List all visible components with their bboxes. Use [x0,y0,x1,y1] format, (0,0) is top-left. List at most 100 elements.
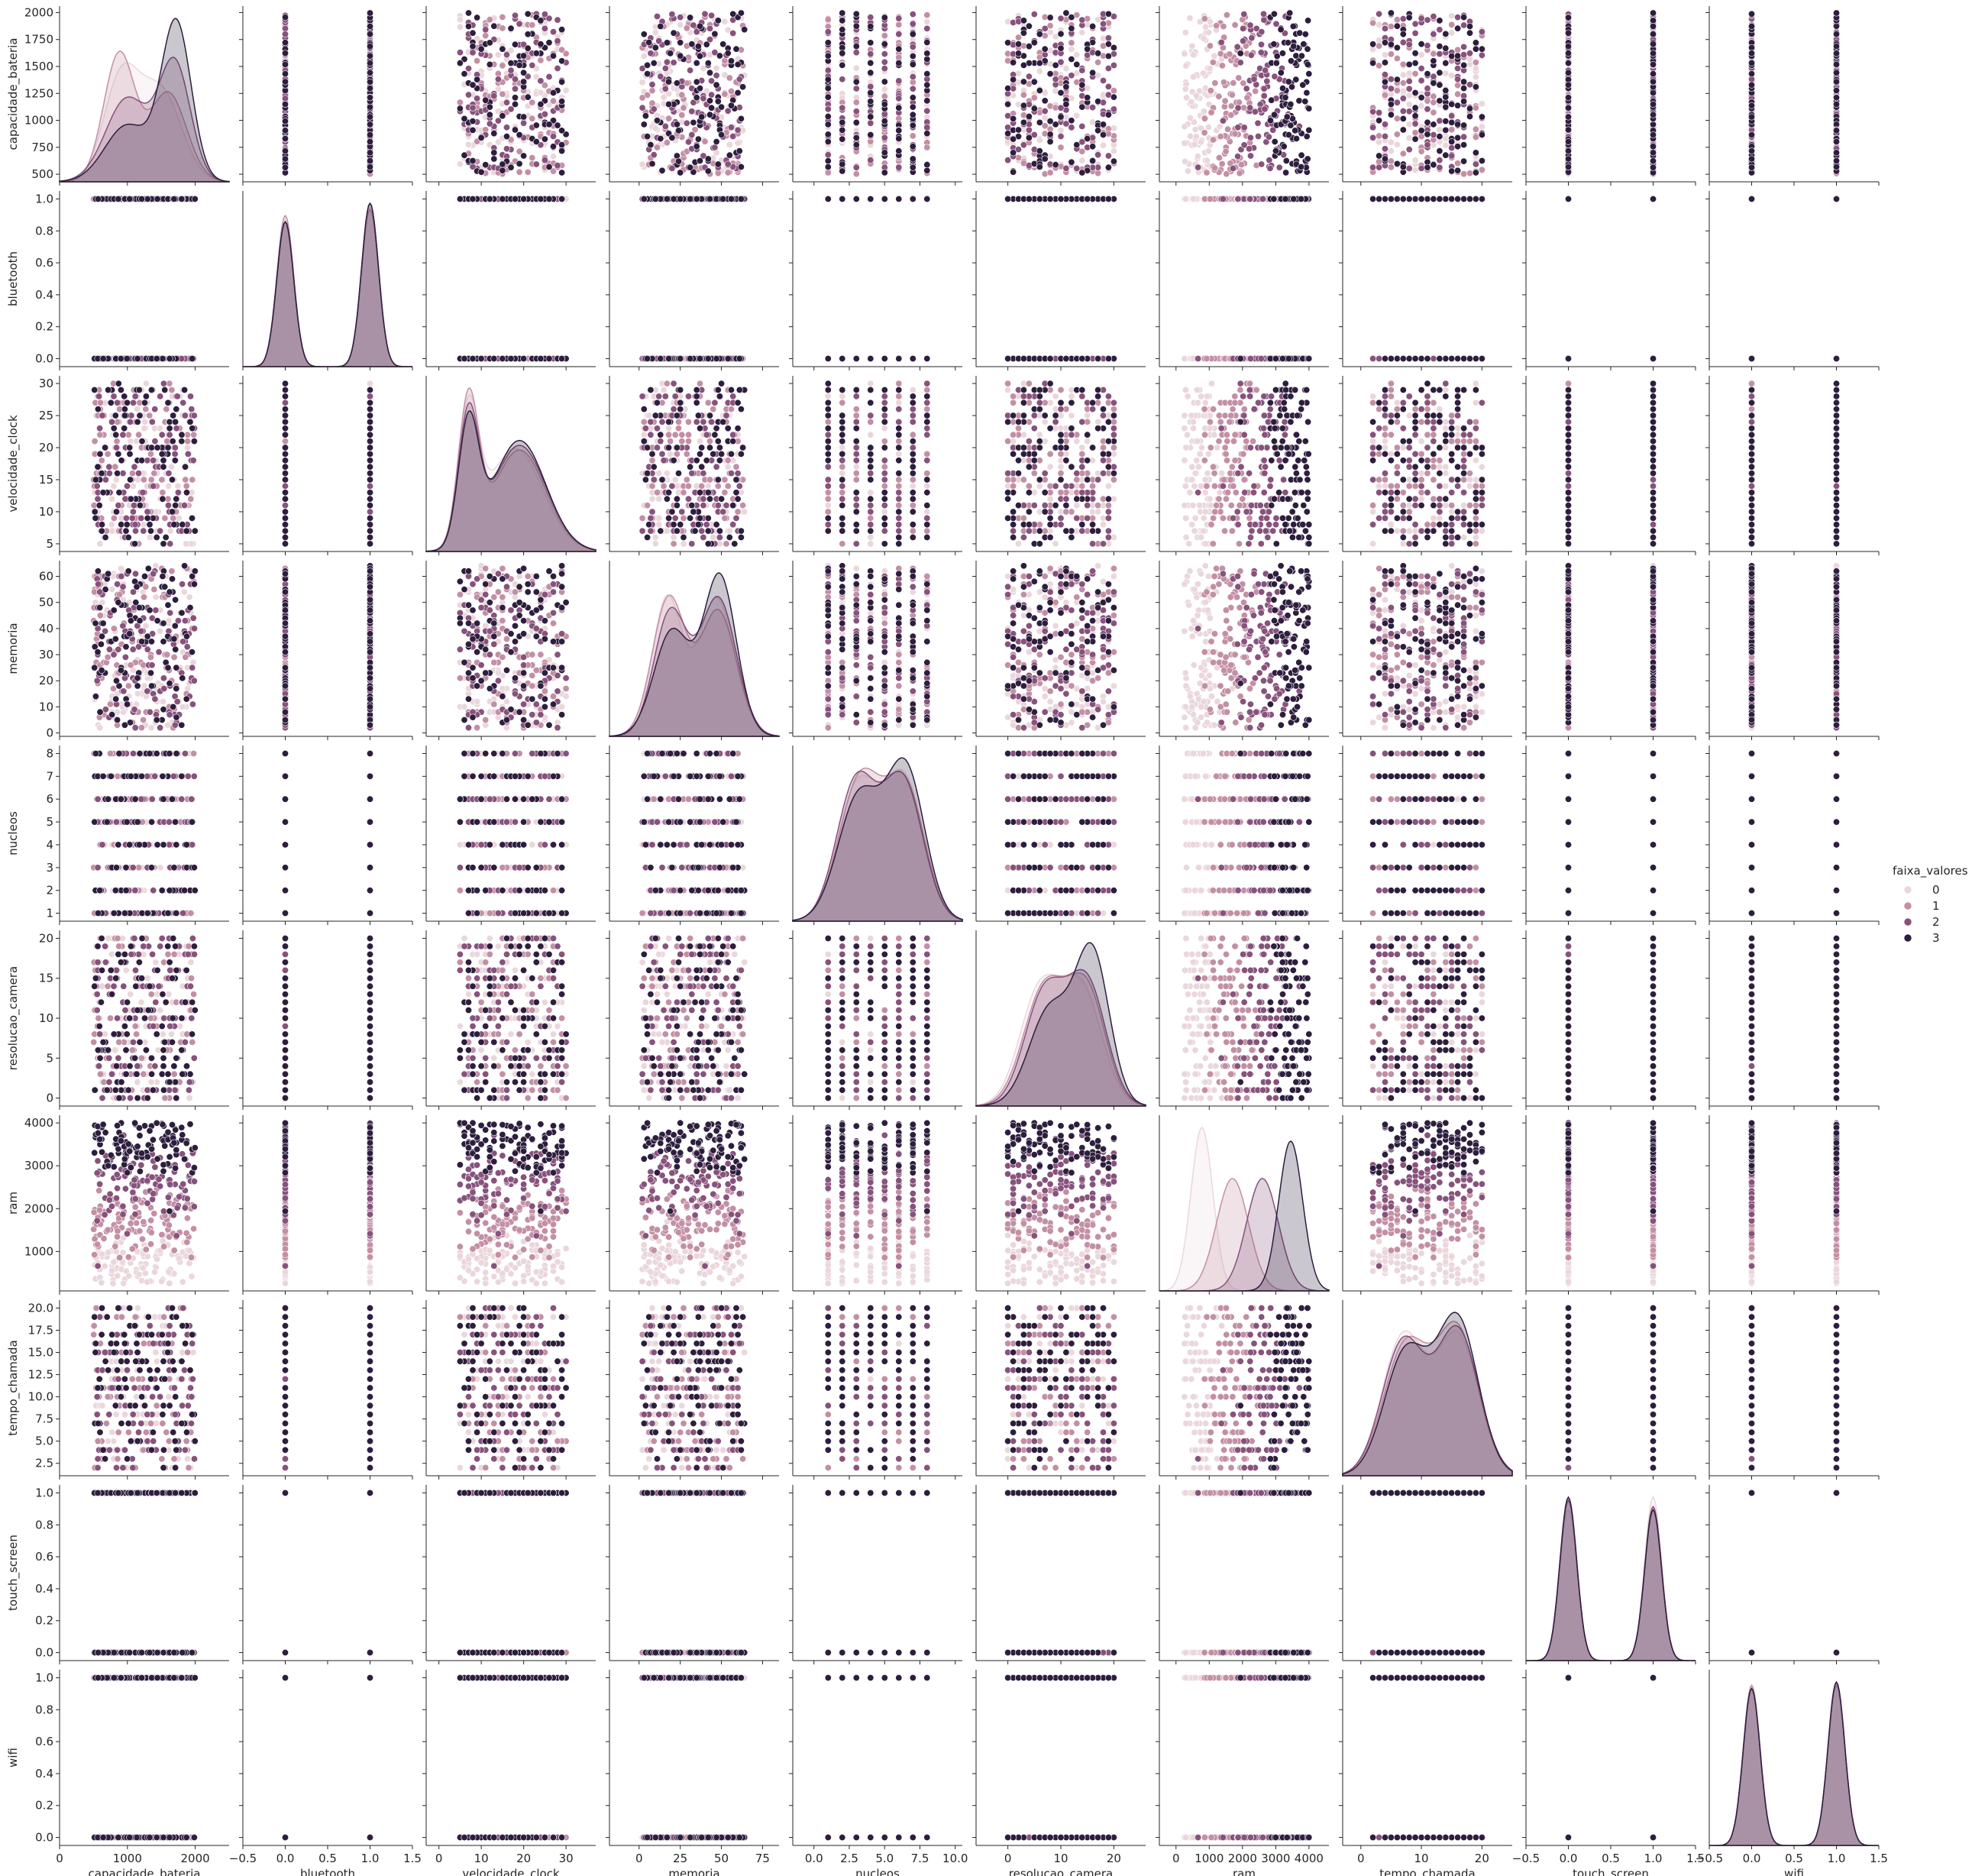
point [1296,98,1302,104]
point [1394,17,1400,23]
point [705,60,711,66]
point [1479,157,1485,163]
point [679,92,685,98]
point [706,70,713,76]
point [839,50,845,57]
point [1479,124,1485,130]
point [491,131,497,137]
point [558,170,564,176]
point [1454,53,1460,59]
point [1424,142,1431,148]
point [1247,153,1253,159]
point [1418,15,1424,21]
point [1191,141,1198,147]
point [1437,82,1443,88]
point [503,51,509,57]
point [1262,67,1268,73]
point [662,65,668,71]
point [529,115,535,121]
point [1187,133,1193,139]
point [689,41,695,47]
point [1284,114,1290,120]
point [654,13,660,19]
point [1221,103,1227,109]
point [1424,17,1431,23]
point [1473,65,1479,71]
point [675,128,681,134]
point [558,99,564,105]
point [713,82,719,88]
point [910,156,916,162]
point [1085,46,1091,52]
point [1443,94,1449,100]
point [1241,125,1247,131]
point [520,153,526,159]
point [1237,60,1243,66]
point [639,161,645,167]
point [1251,76,1257,82]
point [499,167,506,173]
point [1227,51,1233,57]
point [1241,11,1247,17]
point [665,115,671,121]
point [868,131,874,137]
point [1232,131,1238,137]
point [669,11,675,17]
point [465,65,471,71]
point [651,152,657,158]
point [512,76,518,82]
point [708,12,714,18]
point [664,40,670,46]
point [1068,46,1075,52]
point [1042,98,1048,104]
y-tick-label: 1000 [24,114,53,128]
point [730,133,736,139]
point [1201,35,1207,41]
point [1248,52,1254,58]
point [1234,44,1240,50]
point [1376,21,1382,27]
point [1400,39,1406,45]
point [1449,144,1455,150]
point [1036,147,1043,154]
point [868,99,874,105]
point [675,158,681,164]
point [881,65,887,71]
point [1412,60,1418,66]
point [1431,99,1437,105]
point [1285,40,1291,46]
point [659,167,665,173]
point [1382,72,1388,78]
point [1394,23,1400,29]
point [1201,115,1207,121]
point [693,60,700,66]
point [1249,35,1255,41]
point [1247,105,1253,111]
point [282,50,288,57]
point [554,17,561,23]
point [1074,112,1080,118]
point [1449,153,1455,159]
point [1369,20,1376,26]
point [525,45,531,51]
point [457,60,463,66]
point [491,156,497,162]
point [1207,87,1214,93]
point [1565,105,1571,111]
point [881,170,887,176]
pairplot-grid: 50075010001250150017502000capacidade_bat… [6,5,1888,1876]
point [520,70,526,76]
point [1036,68,1043,74]
point [1271,11,1277,17]
point [1449,127,1455,133]
point [853,11,859,17]
point [868,40,874,46]
point [558,147,564,154]
point [706,112,713,118]
point [1406,78,1412,84]
point [1110,87,1117,93]
point [541,11,548,17]
point [516,21,522,27]
point [1431,31,1437,37]
point [853,79,859,85]
